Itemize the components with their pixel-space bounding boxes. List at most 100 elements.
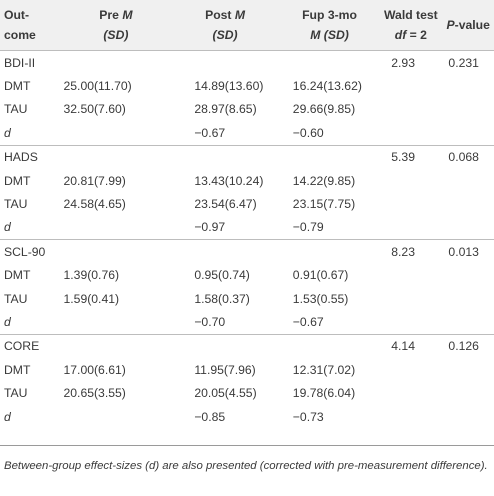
- table-cell: TAU: [4, 197, 28, 212]
- table-cell: [442, 264, 494, 287]
- table-cell: 0.126: [442, 333, 494, 359]
- table-cell: HADS: [0, 144, 62, 169]
- table-cell: 20.65(3.55): [63, 386, 126, 401]
- table-cell: [379, 216, 442, 240]
- table-cell: [442, 310, 494, 334]
- table-cell: 19.78(6.04): [292, 386, 356, 401]
- table-cell: 0.91(0.67): [292, 268, 349, 283]
- tau-row: TAU 24.58(4.65) 23.54(6.47) 23.15(7.75): [0, 192, 494, 215]
- table-cell: [442, 74, 494, 97]
- table-cell: −0.70: [194, 314, 226, 329]
- outcome-row: SCL-90 8.23 0.013: [0, 239, 494, 264]
- header-pvalue: P-value: [446, 18, 490, 32]
- table-cell: 16.24(13.62): [292, 79, 362, 94]
- effect-size-row: d −0.67 −0.60: [0, 121, 494, 145]
- table-cell: 20.05(4.55): [194, 386, 257, 401]
- table-cell: 1.58(0.37): [194, 291, 250, 306]
- table-cell: 11.95(7.96): [194, 362, 256, 377]
- table-cell: [279, 333, 380, 359]
- table-cell: 5.39: [379, 144, 443, 169]
- table-cell: 20.81(7.99): [63, 173, 126, 188]
- table-cell: [170, 239, 280, 264]
- header-post: Post M (SD): [205, 8, 246, 42]
- table-cell: [442, 405, 494, 428]
- table-cell: [379, 169, 442, 192]
- table-cell: [442, 192, 494, 215]
- table-cell: −0.85: [194, 409, 226, 424]
- table-header: Out-come Pre M (SD) Post M (SD) Fup 3-mo M …: [0, 0, 494, 51]
- table-cell: d: [4, 125, 11, 140]
- table-cell: 8.23: [379, 239, 443, 264]
- table-cell: 24.58(4.65): [63, 197, 126, 212]
- table-cell: 32.50(7.60): [63, 102, 126, 117]
- header-fup-line2: M (SD): [310, 28, 349, 42]
- table-cell: [442, 169, 494, 192]
- table-cell: d: [4, 314, 11, 329]
- table-cell: [379, 98, 442, 121]
- table-cell: BDI-II: [0, 50, 62, 75]
- table-cell: [62, 310, 171, 334]
- table-cell: DMT: [4, 268, 31, 283]
- dmt-row: DMT 25.00(11.70) 14.89(13.60) 16.24(13.62): [0, 74, 494, 97]
- table-cell: [61, 239, 171, 264]
- table-cell: [379, 405, 442, 428]
- table-cell: 1.53(0.55): [292, 291, 349, 306]
- table-cell: 23.15(7.75): [292, 197, 356, 212]
- table-cell: DMT: [4, 173, 31, 188]
- table-cell: 29.66(9.85): [292, 102, 356, 117]
- header-wald: Wald test df = 2: [383, 8, 438, 42]
- table-cell: 0.231: [442, 50, 494, 75]
- table-cell: 12.31(7.02): [292, 362, 356, 377]
- table-cell: −0.60: [292, 125, 324, 140]
- table-cell: [279, 50, 380, 75]
- table-cell: 4.14: [379, 333, 443, 359]
- table-cell: [62, 121, 171, 145]
- table-cell: −0.67: [292, 314, 324, 329]
- outcome-row: CORE 4.14 0.126: [0, 333, 494, 359]
- table-cell: 0.013: [442, 239, 494, 264]
- table-cell: 28.97(8.65): [194, 102, 257, 117]
- table-cell: −0.67: [194, 125, 226, 140]
- table-cell: −0.79: [292, 220, 324, 235]
- effect-size-row: d −0.85 −0.73: [0, 405, 494, 428]
- table-cell: [62, 405, 171, 428]
- table-cell: [379, 358, 442, 381]
- dmt-row: DMT 17.00(6.61) 11.95(7.96) 12.31(7.02): [0, 358, 494, 381]
- results-table: Out-come Pre M (SD) Post M (SD) Fup 3-mo M …: [0, 0, 494, 428]
- table-cell: [442, 381, 494, 404]
- table-cell: 13.43(10.24): [194, 173, 264, 188]
- table-cell: CORE: [0, 333, 62, 359]
- table-cell: [170, 50, 280, 75]
- table-cell: [170, 144, 280, 169]
- header-fup: Fup 3-mo M (SD): [302, 8, 357, 42]
- table-cell: [379, 264, 442, 287]
- dmt-row: DMT 1.39(0.76) 0.95(0.74) 0.91(0.67): [0, 264, 494, 287]
- table-cell: d: [4, 220, 11, 235]
- table-cell: [379, 192, 442, 215]
- table-cell: [279, 239, 380, 264]
- table-cell: DMT: [4, 79, 31, 94]
- table-cell: [379, 287, 442, 310]
- table-cell: [279, 144, 380, 169]
- table-cell: [379, 381, 442, 404]
- table-cell: 1.59(0.41): [63, 291, 120, 306]
- effect-size-row: d −0.70 −0.67: [0, 310, 494, 334]
- dmt-row: DMT 20.81(7.99) 13.43(10.24) 14.22(9.85): [0, 169, 494, 192]
- table-cell: SCL-90: [0, 239, 62, 264]
- table-cell: [379, 310, 442, 334]
- table-cell: DMT: [4, 362, 31, 377]
- table-cell: [61, 333, 171, 359]
- table-cell: TAU: [4, 291, 28, 306]
- tau-row: TAU 20.65(3.55) 20.05(4.55) 19.78(6.04): [0, 381, 494, 404]
- effect-size-row: d −0.97 −0.79: [0, 216, 494, 240]
- table-cell: [379, 74, 442, 97]
- table-cell: 1.39(0.76): [63, 268, 120, 283]
- header-pre: Pre M (SD): [99, 8, 133, 42]
- header-post-line1: Post M: [205, 8, 246, 22]
- table-cell: TAU: [4, 102, 28, 117]
- table-cell: 14.22(9.85): [292, 173, 356, 188]
- table-cell: 2.93: [379, 50, 443, 75]
- table-cell: d: [4, 409, 11, 424]
- table-cell: [442, 121, 494, 145]
